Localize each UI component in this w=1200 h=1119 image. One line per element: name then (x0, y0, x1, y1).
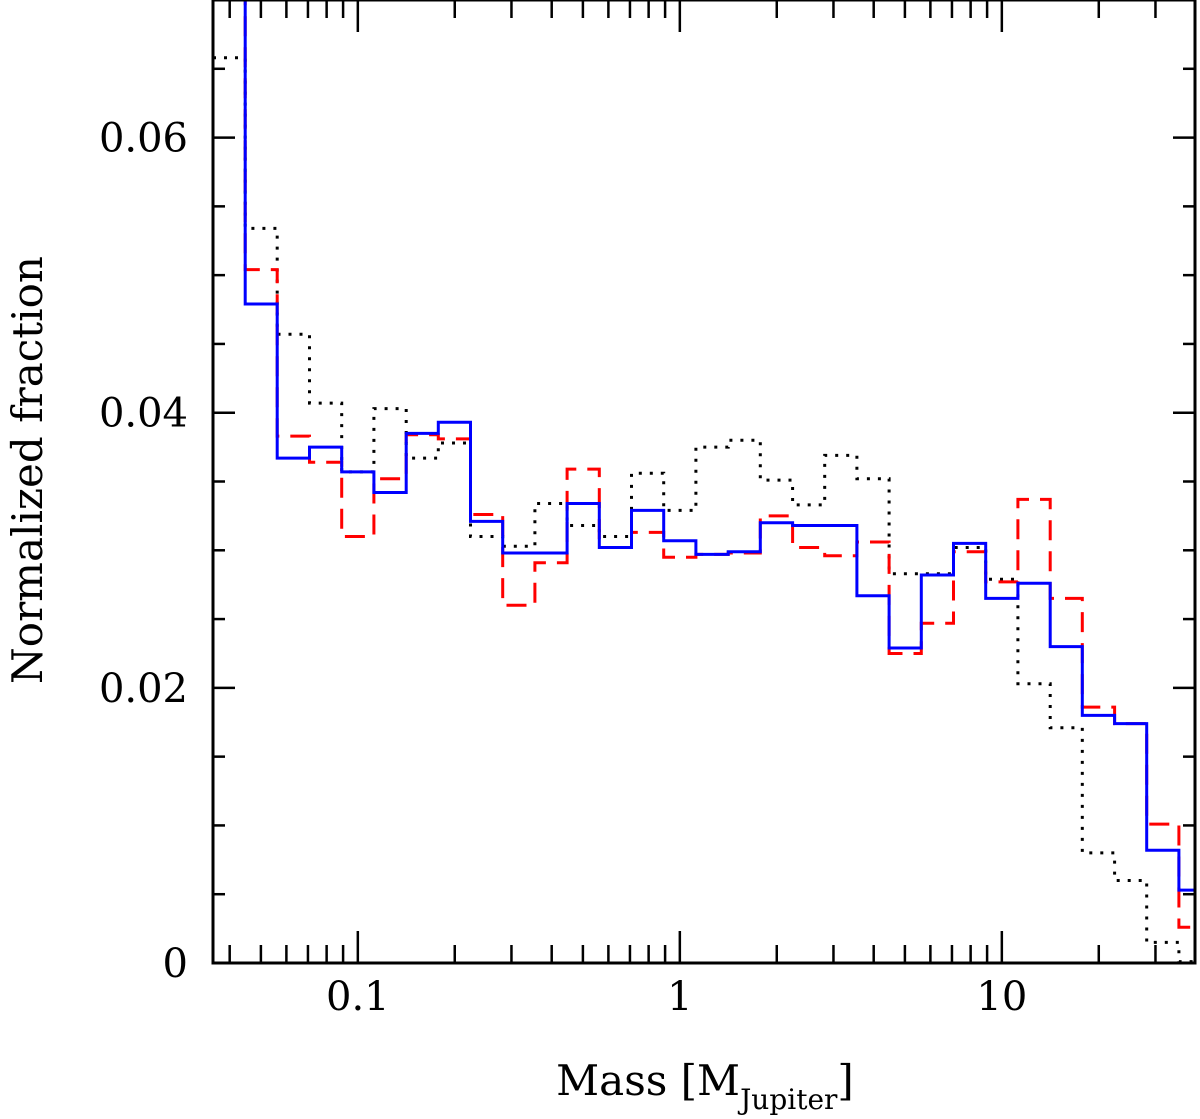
y-axis-label: Normalized fraction (3, 256, 52, 684)
plot-frame (211, 0, 1197, 965)
series-dotted-line (213, 56, 1195, 963)
axis-ticks (213, 0, 1195, 965)
tick-labels: 0.1 1 10 0 0.02 0.04 0.06 (99, 116, 1027, 1020)
x-tick-label: 1 (667, 974, 692, 1020)
series-solid-line (243, 0, 1195, 892)
series-group (213, 0, 1195, 963)
y-tick-label: 0.02 (99, 666, 188, 712)
y-tick-label: 0.04 (99, 391, 188, 437)
series-dashed-line (243, 0, 1195, 929)
x-tick-label: 10 (976, 974, 1027, 1020)
x-tick-label: 0.1 (326, 974, 390, 1020)
x-axis-label: Mass [MJupiter] (556, 1056, 854, 1116)
y-tick-label: 0.06 (99, 116, 188, 162)
y-tick-label: 0 (163, 941, 188, 987)
